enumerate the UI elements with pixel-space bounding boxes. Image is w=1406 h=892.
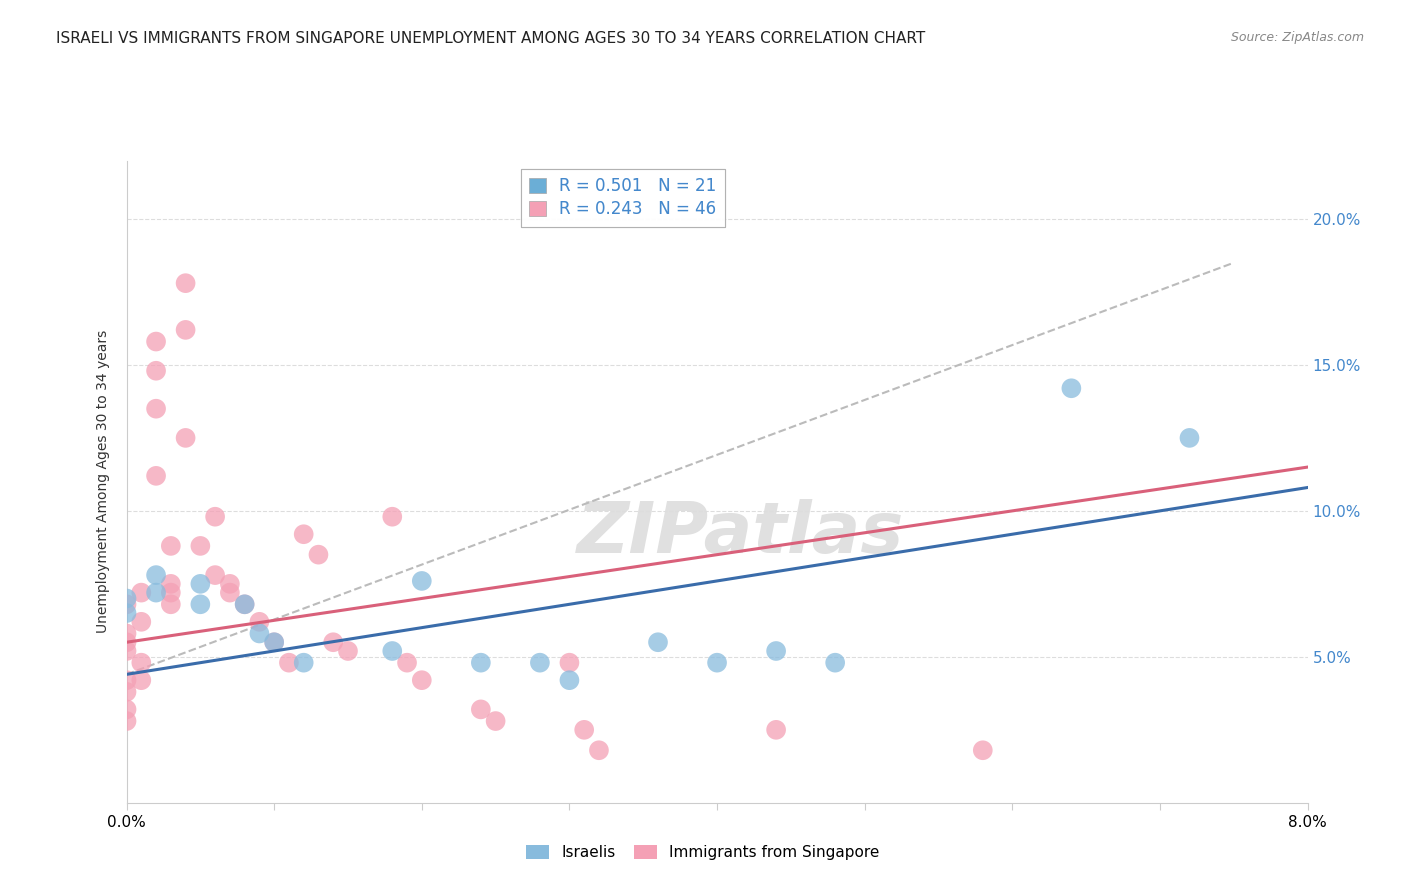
Point	[129, 656, 153, 670]
Point	[647, 635, 669, 649]
Point	[145, 568, 167, 582]
Point	[233, 597, 256, 611]
Point	[115, 714, 138, 728]
Point	[337, 644, 360, 658]
Point	[115, 591, 138, 606]
Point	[381, 644, 404, 658]
Point	[765, 644, 787, 658]
Point	[174, 431, 197, 445]
Point	[219, 585, 242, 599]
Point	[278, 656, 301, 670]
Text: Source: ZipAtlas.com: Source: ZipAtlas.com	[1230, 31, 1364, 45]
Point	[188, 577, 211, 591]
Point	[706, 656, 728, 670]
Point	[972, 743, 994, 757]
Point	[470, 656, 492, 670]
Point	[411, 574, 433, 588]
Point	[188, 539, 211, 553]
Legend: R = 0.501   N = 21, R = 0.243   N = 46: R = 0.501 N = 21, R = 0.243 N = 46	[520, 169, 724, 227]
Point	[145, 468, 167, 483]
Point	[529, 656, 551, 670]
Point	[129, 585, 153, 599]
Point	[247, 626, 270, 640]
Point	[129, 615, 153, 629]
Point	[1060, 381, 1083, 395]
Point	[115, 597, 138, 611]
Point	[396, 656, 419, 670]
Point	[115, 673, 138, 688]
Point	[160, 585, 183, 599]
Point	[233, 597, 256, 611]
Point	[115, 606, 138, 620]
Point	[765, 723, 787, 737]
Point	[470, 702, 492, 716]
Point	[160, 539, 183, 553]
Point	[115, 702, 138, 716]
Point	[381, 509, 404, 524]
Point	[1178, 431, 1201, 445]
Point	[411, 673, 433, 688]
Point	[263, 635, 285, 649]
Point	[204, 568, 226, 582]
Point	[588, 743, 610, 757]
Point	[145, 364, 167, 378]
Point	[145, 401, 167, 416]
Point	[219, 577, 242, 591]
Text: ZIPatlas: ZIPatlas	[576, 499, 904, 567]
Point	[558, 673, 581, 688]
Point	[307, 548, 329, 562]
Point	[115, 635, 138, 649]
Point	[115, 644, 138, 658]
Point	[145, 585, 167, 599]
Point	[115, 626, 138, 640]
Point	[115, 685, 138, 699]
Text: ISRAELI VS IMMIGRANTS FROM SINGAPORE UNEMPLOYMENT AMONG AGES 30 TO 34 YEARS CORR: ISRAELI VS IMMIGRANTS FROM SINGAPORE UNE…	[56, 31, 925, 46]
Point	[292, 527, 315, 541]
Point	[160, 597, 183, 611]
Point	[558, 656, 581, 670]
Point	[160, 577, 183, 591]
Point	[824, 656, 846, 670]
Legend: Israelis, Immigrants from Singapore: Israelis, Immigrants from Singapore	[520, 839, 886, 866]
Point	[129, 673, 153, 688]
Y-axis label: Unemployment Among Ages 30 to 34 years: Unemployment Among Ages 30 to 34 years	[96, 330, 110, 633]
Point	[292, 656, 315, 670]
Point	[484, 714, 508, 728]
Point	[247, 615, 270, 629]
Point	[204, 509, 226, 524]
Point	[145, 334, 167, 349]
Point	[263, 635, 285, 649]
Point	[174, 276, 197, 290]
Point	[188, 597, 211, 611]
Point	[322, 635, 344, 649]
Point	[574, 723, 596, 737]
Point	[174, 323, 197, 337]
